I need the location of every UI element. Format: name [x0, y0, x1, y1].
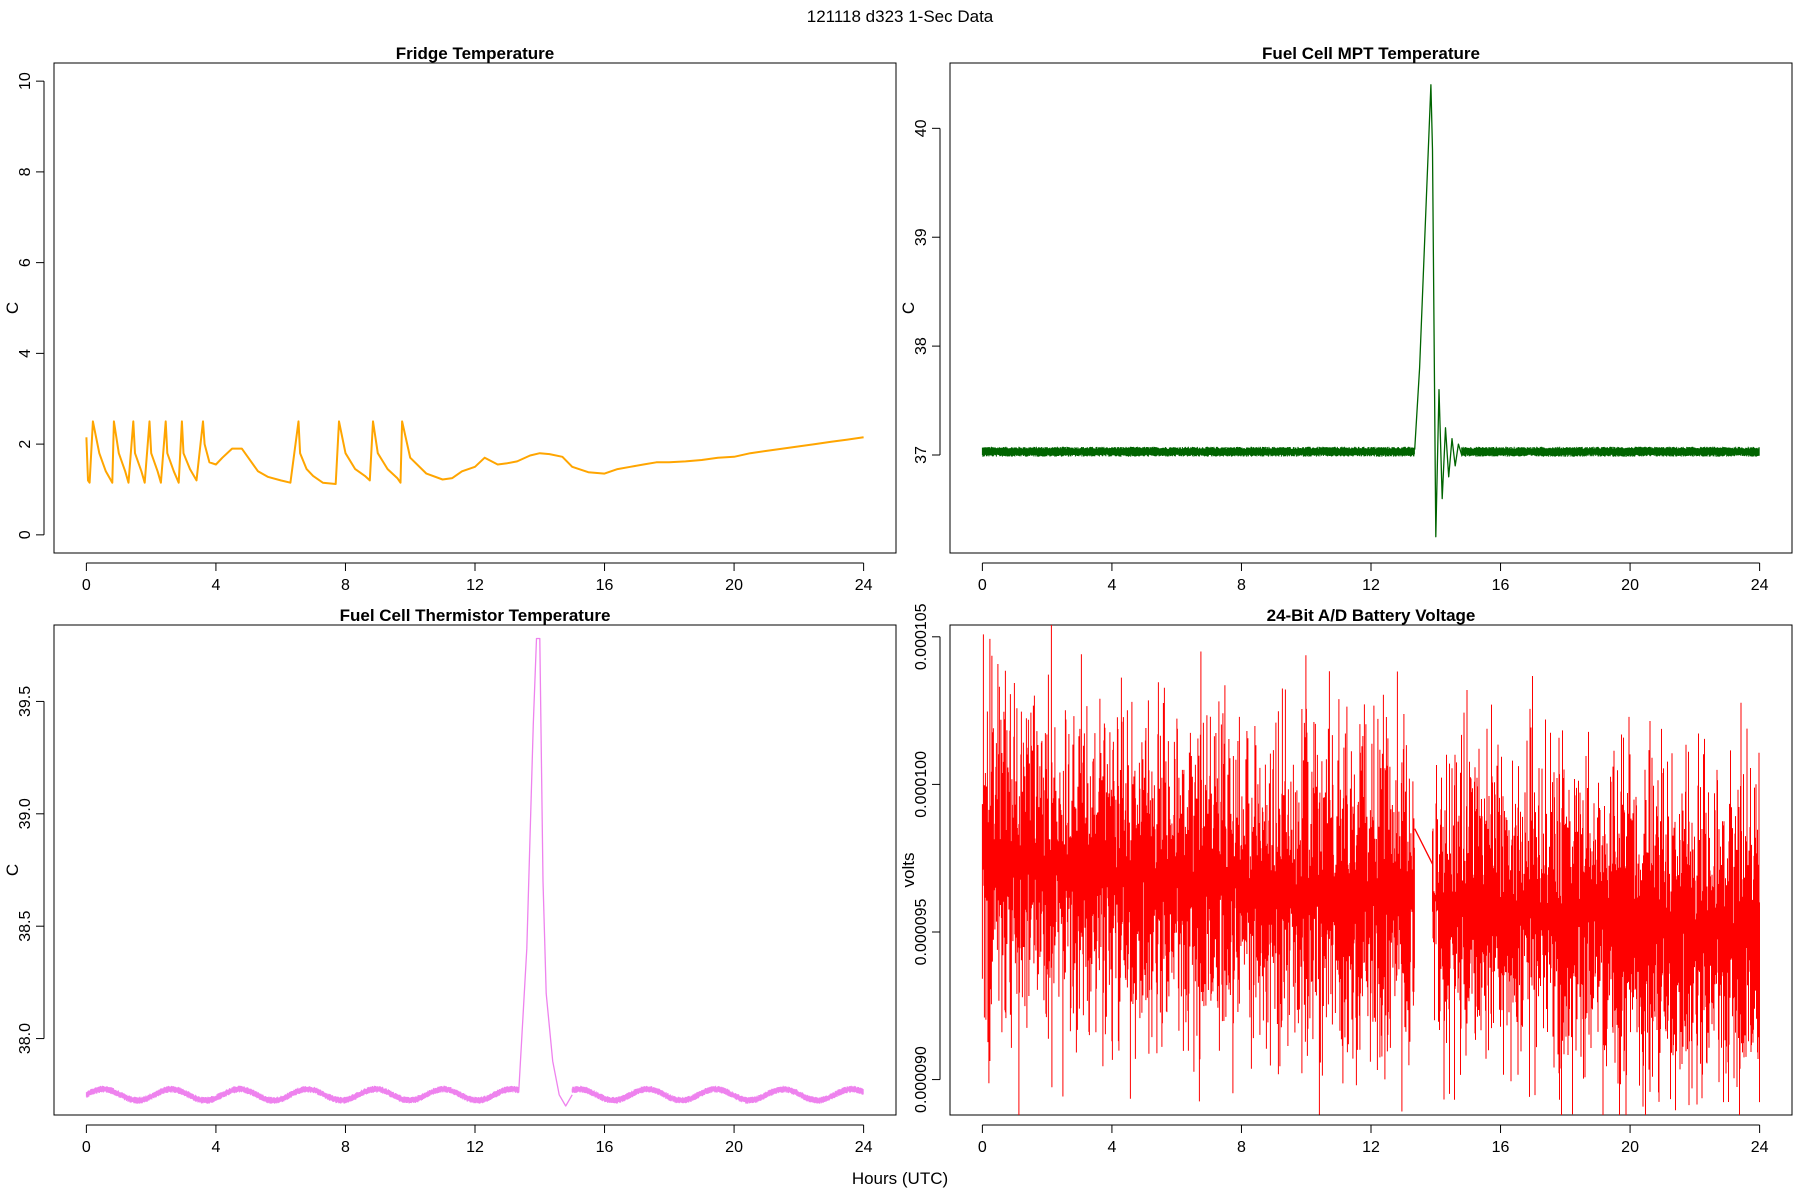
plot-area	[85, 637, 864, 1107]
data-band-2	[1461, 446, 1760, 457]
plot-area	[85, 420, 864, 485]
x-tick-label: 0	[82, 1139, 91, 1156]
y-tick-label: 6	[17, 258, 34, 267]
x-tick-label: 8	[1237, 1139, 1246, 1156]
y-tick-label: 38	[913, 337, 930, 355]
x-tick-label: 12	[466, 577, 484, 594]
chart-title: Fuel Cell Thermistor Temperature	[340, 606, 611, 625]
chart-panel-3: Fuel Cell Thermistor Temperature C 0 4 8 12 16…	[3, 606, 897, 1156]
data-band-2	[571, 1085, 864, 1104]
y-tick-label: 39.0	[17, 798, 34, 829]
y-axis-label: C	[3, 302, 22, 314]
y-tick-label: 38.5	[17, 911, 34, 942]
x-tick-label: 0	[978, 577, 987, 594]
x-tick-label: 0	[978, 1139, 987, 1156]
plot-frame	[53, 624, 897, 1116]
chart-title: Fuel Cell MPT Temperature	[1262, 44, 1480, 63]
x-tick-label: 8	[341, 1139, 350, 1156]
data-band-1	[981, 446, 1415, 457]
y-tick-label: 10	[17, 72, 34, 90]
y-axis-label: C	[3, 864, 22, 876]
chart-title: Fridge Temperature	[396, 44, 554, 63]
chart-panel-2: Fuel Cell MPT Temperature C 0 4 8 12 16 20 24 37 3…	[899, 44, 1793, 594]
y-tick-label: 0.000090	[913, 1046, 930, 1113]
x-tick-label: 16	[1492, 577, 1510, 594]
x-tick-label: 12	[1362, 1139, 1380, 1156]
y-tick-label: 38.0	[17, 1023, 34, 1054]
x-tick-label: 4	[1107, 1139, 1116, 1156]
chart-panel-4: 24-Bit A/D Battery Voltage volts 0 4 8 12 16 20…	[899, 603, 1793, 1156]
x-tick-label: 4	[1107, 577, 1116, 594]
plot-frame	[949, 62, 1793, 554]
data-line	[1414, 828, 1434, 865]
x-axis-label: Hours (UTC)	[852, 1169, 948, 1188]
y-tick-label: 4	[17, 349, 34, 358]
plot-area	[981, 84, 1760, 538]
plot-area	[981, 625, 1760, 1115]
x-tick-label: 12	[466, 1139, 484, 1156]
x-tick-label: 24	[1751, 1139, 1769, 1156]
x-tick-label: 24	[1751, 577, 1769, 594]
y-axis-label: C	[899, 302, 918, 314]
y-tick-label: 0	[17, 530, 34, 539]
x-tick-label: 0	[82, 577, 91, 594]
y-tick-label: 37	[913, 446, 930, 464]
x-tick-label: 24	[855, 577, 873, 594]
y-tick-label: 8	[17, 167, 34, 176]
x-tick-label: 16	[596, 1139, 614, 1156]
x-tick-label: 12	[1362, 577, 1380, 594]
y-tick-label: 40	[913, 119, 930, 137]
chart-title: 24-Bit A/D Battery Voltage	[1267, 606, 1476, 625]
y-tick-label: 39	[913, 228, 930, 246]
y-tick-label: 0.000095	[913, 899, 930, 966]
y-tick-label: 2	[17, 440, 34, 449]
y-tick-label: 0.000105	[913, 603, 930, 670]
plot-frame	[53, 62, 897, 554]
y-tick-label: 0.000100	[913, 751, 930, 818]
x-tick-label: 20	[1621, 577, 1639, 594]
x-tick-label: 20	[725, 577, 743, 594]
figure-title: 121118 d323 1-Sec Data	[807, 7, 994, 26]
data-line	[85, 420, 864, 485]
y-tick-label: 39.5	[17, 686, 34, 717]
x-tick-label: 8	[1237, 577, 1246, 594]
x-tick-label: 16	[596, 577, 614, 594]
data-line	[1414, 84, 1463, 538]
x-tick-label: 16	[1492, 1139, 1510, 1156]
data-band-1	[85, 1085, 519, 1104]
plot-frame	[949, 624, 1793, 1116]
y-axis-label: volts	[899, 853, 918, 888]
data-line	[518, 637, 573, 1107]
x-tick-label: 24	[855, 1139, 873, 1156]
x-tick-label: 20	[725, 1139, 743, 1156]
data-band-2	[1432, 676, 1760, 1115]
data-band-1	[981, 625, 1415, 1115]
x-tick-label: 4	[211, 1139, 220, 1156]
x-tick-label: 4	[211, 577, 220, 594]
x-tick-label: 20	[1621, 1139, 1639, 1156]
x-tick-label: 8	[341, 577, 350, 594]
